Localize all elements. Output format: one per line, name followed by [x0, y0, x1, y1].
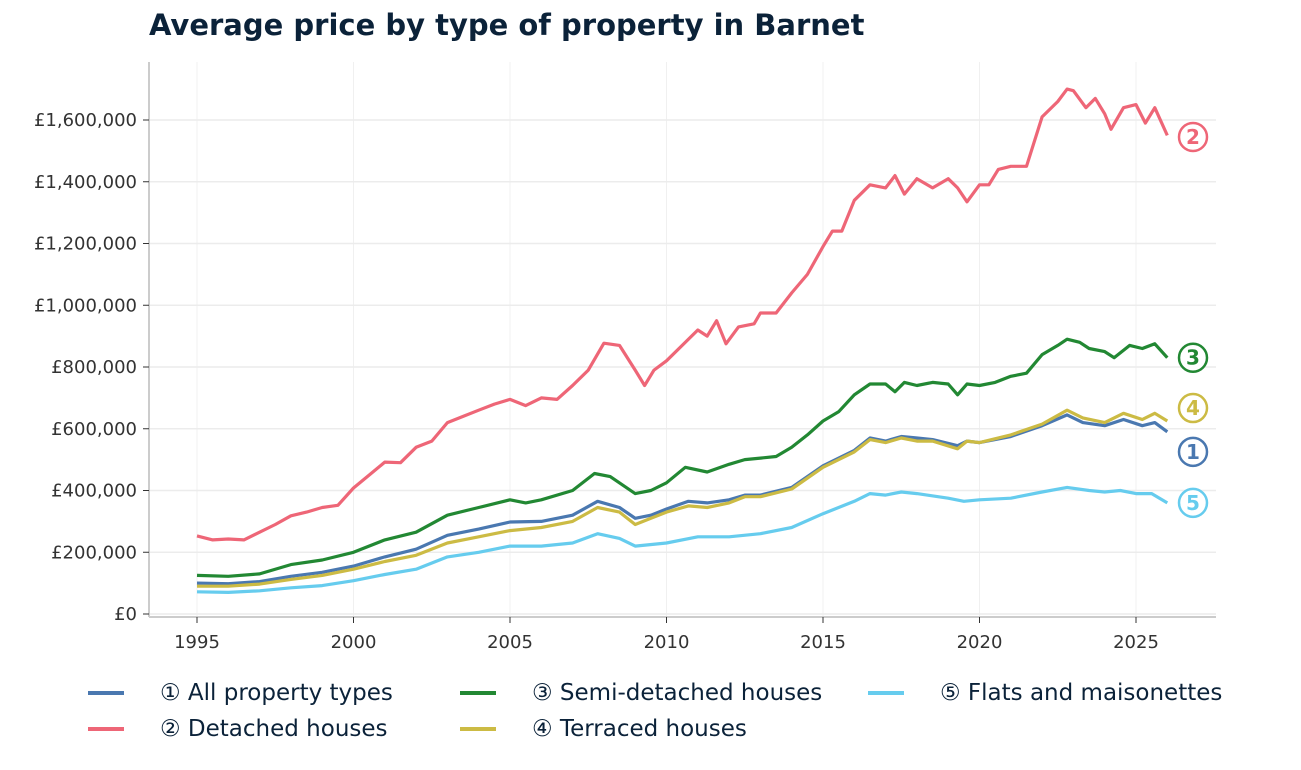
series-1: 1	[196, 413, 1209, 586]
end-marker-circle	[1177, 121, 1209, 153]
end-marker-circle	[1177, 487, 1209, 519]
end-marker-circle	[1177, 392, 1209, 424]
y-tick-label: £400,000	[51, 481, 137, 502]
y-tick-label: £1,400,000	[34, 172, 137, 193]
series-2: 2	[196, 87, 1209, 542]
series-line	[196, 87, 1169, 542]
end-marker-label: 3	[1186, 346, 1200, 370]
end-marker-label: 4	[1186, 396, 1200, 420]
series-line	[196, 485, 1169, 594]
chart-title: Average price by type of property in Bar…	[149, 8, 865, 42]
x-tick-label: 2010	[644, 632, 690, 653]
end-marker-circle	[1177, 436, 1209, 468]
series-3: 3	[196, 337, 1209, 578]
x-tick-label: 1995	[174, 632, 220, 653]
end-marker-label: 2	[1186, 125, 1200, 149]
y-tick-label: £0	[114, 604, 137, 625]
y-tick-label: £600,000	[51, 419, 137, 440]
x-tick-label: 2005	[487, 632, 533, 653]
y-tick-label: £1,000,000	[34, 295, 137, 316]
y-tick-label: £1,600,000	[34, 110, 137, 131]
x-tick-label: 2025	[1113, 632, 1159, 653]
x-tick-label: 2000	[331, 632, 377, 653]
series-5: 5	[196, 485, 1209, 594]
y-tick-label: £1,200,000	[34, 234, 137, 255]
y-tick-label: £800,000	[51, 357, 137, 378]
series-line	[196, 337, 1169, 578]
x-tick-label: 2015	[800, 632, 846, 653]
end-marker-label: 5	[1186, 491, 1200, 515]
y-tick-label: £200,000	[51, 542, 137, 563]
end-marker-label: 1	[1186, 440, 1200, 464]
series-line	[197, 408, 1169, 588]
end-marker-circle	[1177, 342, 1209, 373]
x-tick-label: 2020	[957, 632, 1003, 653]
series-4: 4	[197, 392, 1209, 588]
